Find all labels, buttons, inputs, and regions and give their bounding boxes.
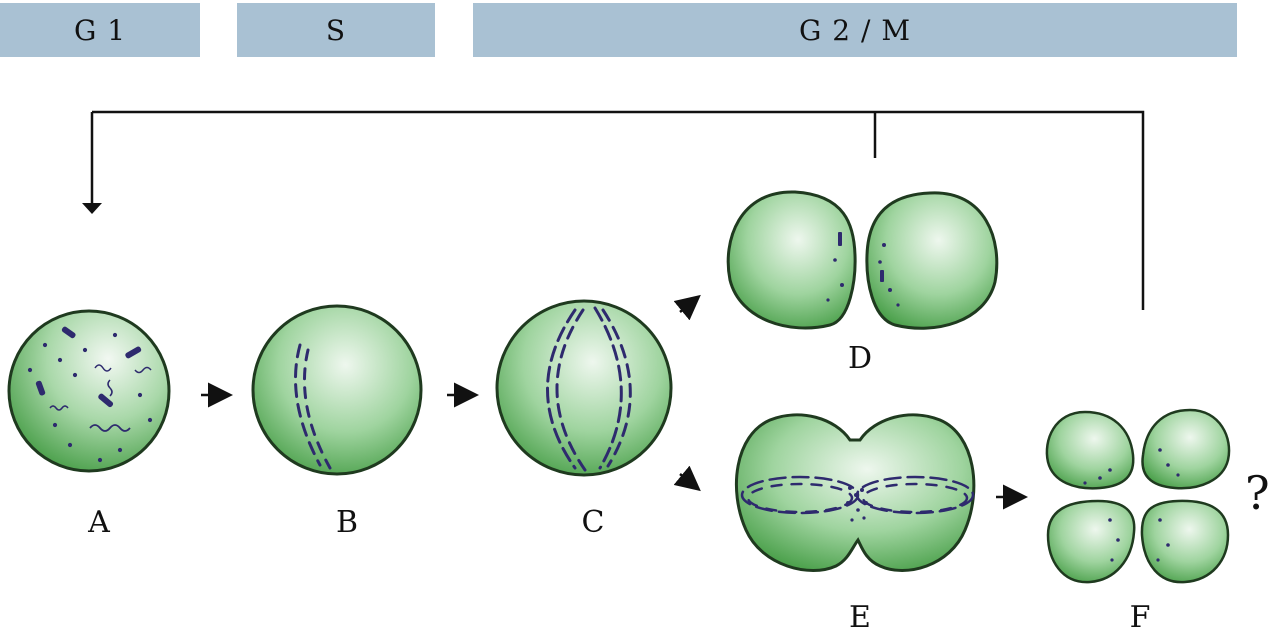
feedback-arrow-down-icon: [82, 203, 102, 214]
phase-s-bar: S: [237, 3, 435, 57]
cell-e: [734, 413, 976, 572]
arrow-c-to-e-icon: [673, 465, 701, 492]
phase-s-label: S: [325, 13, 347, 47]
cell-f-chromatin: [1083, 448, 1180, 562]
arrow-c-to-d-icon: [673, 294, 701, 321]
cell-b: [251, 304, 423, 476]
question-mark: ?: [1245, 466, 1270, 520]
cell-f: [1045, 408, 1231, 584]
phase-g2m-label: G 2 / M: [799, 13, 911, 47]
stage-label-a: A: [88, 505, 110, 540]
phase-g2m-bar: G 2 / M: [473, 3, 1237, 57]
cell-c: [495, 299, 673, 477]
stage-label-e: E: [849, 600, 871, 635]
feedback-bracket: [82, 110, 1145, 310]
stage-label-b: B: [335, 505, 359, 540]
cell-d: [726, 190, 999, 330]
cell-b-chromosomes: [294, 343, 332, 470]
stage-label-d: D: [847, 341, 873, 376]
stage-label-c: C: [581, 505, 605, 540]
cell-a-chromatin: [27, 326, 153, 463]
cell-d-chromatin: [826, 232, 900, 307]
cell-c-chromosomes: [546, 306, 632, 472]
stage-label-f: F: [1129, 600, 1151, 635]
cell-a: [7, 309, 171, 473]
phase-g1-label: G 1: [73, 13, 127, 47]
phase-g1-bar: G 1: [0, 3, 200, 57]
cell-e-centromere-cluster: [846, 486, 868, 522]
